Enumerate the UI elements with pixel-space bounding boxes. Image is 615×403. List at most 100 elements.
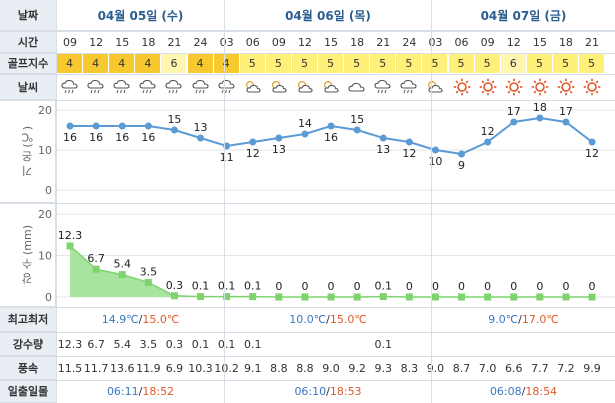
temp-data-label: 18 — [533, 101, 547, 114]
wind-speed-cell: 9.9 — [583, 361, 601, 375]
temp-ytick-label: 0 — [45, 184, 52, 197]
rain-amount-cell: 0.3 — [165, 337, 184, 351]
sun-cell: 06:10/18:53 — [225, 380, 431, 403]
wind-speed-cell: 8.8 — [270, 361, 288, 375]
wind-speed-cell: 8.7 — [452, 361, 471, 375]
rain-point — [92, 265, 100, 273]
sunrise-time: 06:10 — [294, 385, 327, 398]
rain-point — [458, 293, 466, 301]
sun-separator: / — [138, 385, 143, 398]
golf-index-cell: 5 — [579, 54, 606, 73]
rain-data-label: 0 — [354, 280, 361, 293]
rain-data-label: 0 — [562, 280, 569, 293]
golf-index-cell: 5 — [370, 54, 397, 73]
rain-amount-cell: 5.4 — [113, 337, 131, 351]
temp-data-label: 14 — [298, 117, 312, 130]
temp-data-label: 12 — [481, 125, 495, 138]
rain-cloud-icon — [83, 76, 109, 98]
temp-point — [458, 150, 466, 158]
row-label-date: 날짜 — [0, 0, 56, 31]
rain-point — [484, 293, 492, 301]
sun-icon — [553, 76, 579, 98]
rain-data-label: 0.1 — [375, 280, 393, 293]
wind-speed-cell: 6.9 — [165, 361, 184, 375]
time-cell: 06 — [454, 35, 469, 49]
golf-index-cell: 4 — [109, 54, 136, 73]
row-label-weather: 날씨 — [0, 74, 56, 100]
rain-data-label: 0.1 — [244, 280, 262, 293]
temp-point — [510, 118, 518, 126]
golf-index-cell: 5 — [291, 54, 318, 73]
time-cell: 21 — [585, 35, 600, 49]
rain-data-label: 0 — [275, 280, 282, 293]
golf-index-cell: 5 — [448, 54, 475, 73]
partly-cloudy-icon — [292, 76, 318, 98]
sunrise-time: 06:11 — [106, 385, 139, 398]
row-divider — [0, 31, 615, 32]
partly-cloudy-icon — [422, 76, 448, 98]
rain-data-label: 0.1 — [192, 280, 210, 293]
rain-cloud-icon — [57, 76, 83, 98]
rain-amount-cell: 3.5 — [139, 337, 158, 351]
rain-data-label: 12.3 — [58, 229, 83, 242]
golf-index-cell: 4 — [135, 54, 162, 73]
sun-cell: 06:08/18:54 — [432, 380, 615, 403]
temp-point — [353, 126, 361, 134]
wind-speed-cell: 11.5 — [57, 361, 83, 375]
temp-data-label: 13 — [376, 143, 390, 156]
rain-data-label: 3.5 — [140, 265, 158, 278]
time-cell: 03 — [428, 35, 443, 49]
wind-speed-cell: 9.2 — [348, 361, 366, 375]
wind-speed-cell: 9.0 — [322, 361, 340, 375]
sun-icon — [449, 76, 475, 98]
temp-point — [275, 134, 283, 142]
temp-data-label: 13 — [272, 143, 286, 156]
temp-point — [536, 114, 544, 122]
rain-amount-cell — [422, 332, 448, 356]
row-label-rain: 강수량 — [0, 332, 56, 356]
rain-data-label: 0 — [536, 280, 543, 293]
rain-cloud-icon — [370, 76, 396, 98]
row-label-sun: 일출일몰 — [0, 380, 56, 403]
wind-speed-cell: 10.2 — [214, 361, 239, 375]
rain-amount-cell — [501, 332, 527, 356]
label-divider — [56, 0, 57, 403]
temp-point — [405, 138, 413, 146]
temp-data-label: 16 — [324, 131, 338, 144]
rain-point — [197, 293, 205, 301]
rain-cloud-icon — [135, 76, 161, 98]
golf-index-cell: 5 — [265, 54, 292, 73]
rain-amount-cell — [579, 332, 605, 356]
rain-point — [144, 278, 152, 286]
temp-data-label: 12 — [246, 147, 260, 160]
row-divider — [0, 307, 615, 308]
time-cell: 24 — [402, 35, 417, 49]
temp-point — [118, 122, 126, 130]
golf-index-cell: 5 — [422, 54, 449, 73]
temp-point — [92, 122, 100, 130]
time-cell: 03 — [219, 35, 234, 49]
rain-amount-cell: 0.1 — [374, 337, 392, 351]
rain-point — [118, 271, 126, 279]
rain-data-label: 6.7 — [87, 252, 105, 265]
rain-point — [223, 293, 231, 301]
rain-amount-cell — [318, 332, 344, 356]
time-cell: 15 — [532, 35, 547, 49]
max-temp: 17.0℃ — [521, 313, 559, 326]
sunset-time: 18:53 — [329, 385, 362, 398]
day-divider — [431, 0, 432, 403]
time-cell: 21 — [167, 35, 182, 49]
row-divider — [0, 53, 615, 54]
wind-speed-cell: 9.1 — [243, 361, 262, 375]
sun-icon — [527, 76, 553, 98]
rain-amount-cell — [344, 332, 370, 356]
row-divider — [0, 100, 615, 101]
rain-ytick-label: 0 — [45, 291, 52, 304]
sun-icon — [475, 76, 501, 98]
temp-point — [170, 126, 178, 134]
wind-speed-cell: 9.3 — [374, 361, 392, 375]
temp-ytick-label: 10 — [38, 144, 52, 157]
golf-index-cell: 6 — [161, 54, 188, 73]
wind-speed-cell: 11.7 — [83, 361, 109, 375]
